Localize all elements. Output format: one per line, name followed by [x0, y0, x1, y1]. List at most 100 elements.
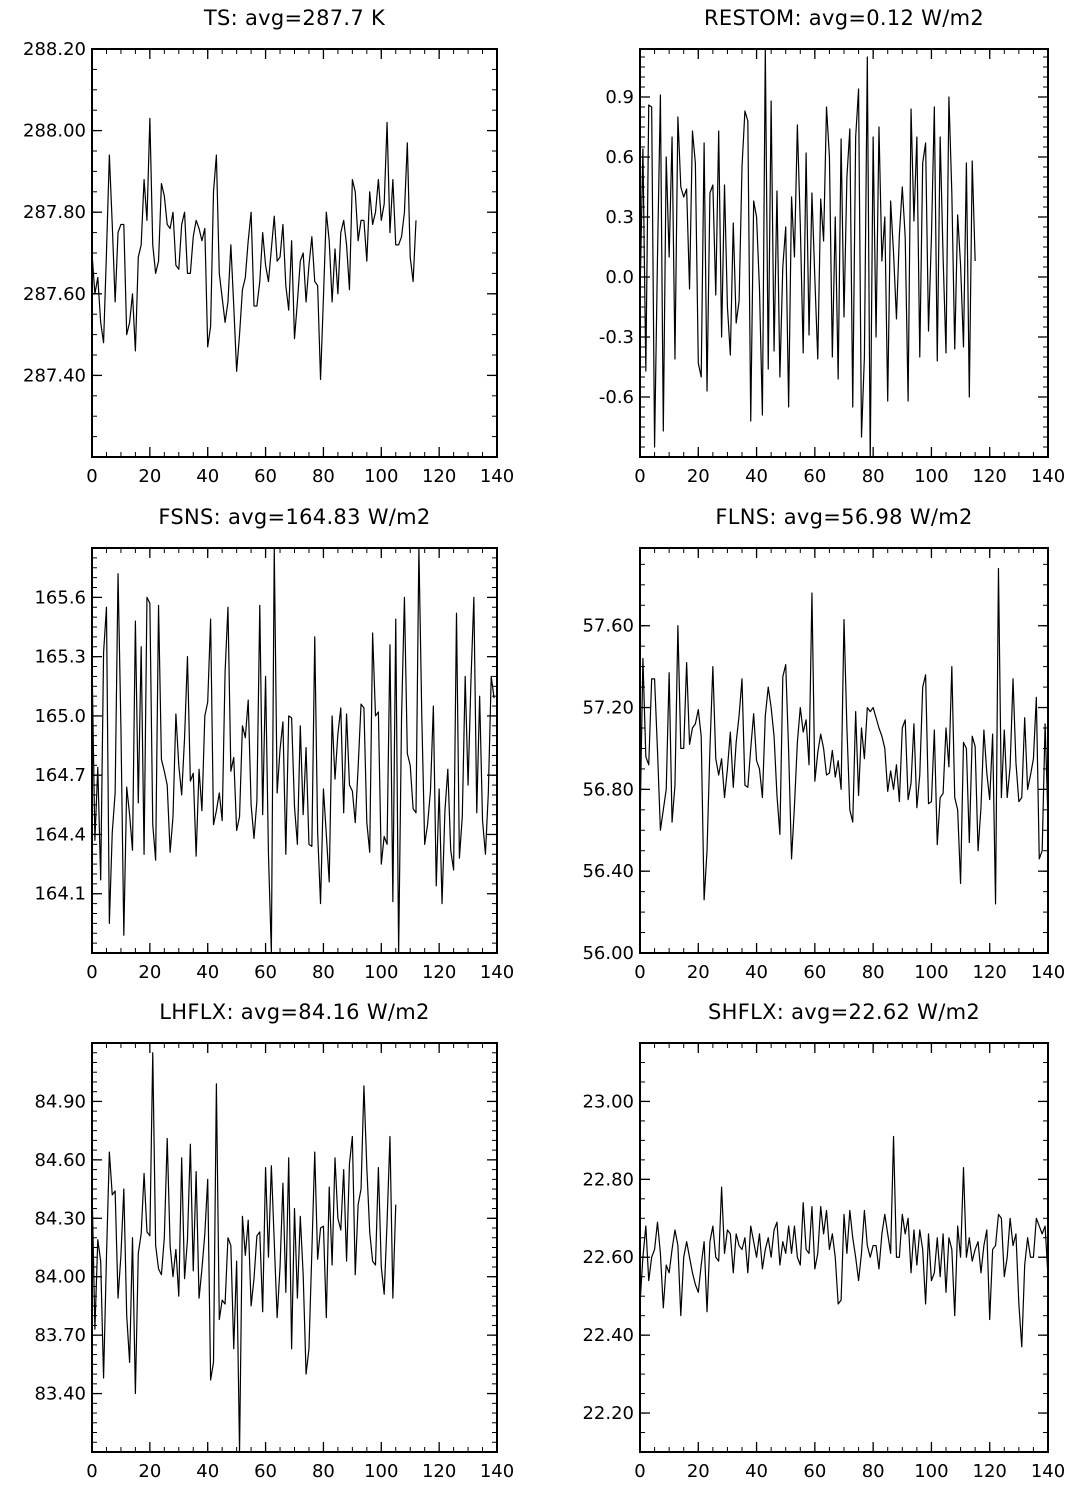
- x-tick-label: 100: [914, 1461, 948, 1482]
- x-tick-label: 0: [86, 962, 97, 983]
- x-tick-label: 20: [138, 1461, 161, 1482]
- x-tick-label: 40: [196, 962, 219, 983]
- plot-frame: [639, 547, 1049, 954]
- y-tick-label: 0.3: [605, 207, 634, 228]
- chart-title: RESTOM: avg=0.12 W/m2: [704, 6, 984, 30]
- plot-frame: [639, 48, 1049, 458]
- series-line: [92, 1052, 397, 1452]
- y-tick-label: 22.20: [582, 1403, 634, 1424]
- chart-panel: TS: avg=287.7 K 0 20 40 60 80 100 120 140 287.40 2…: [23, 6, 514, 487]
- y-tick-label: 23.00: [582, 1091, 634, 1112]
- y-tick-label: 0.6: [605, 147, 634, 168]
- chart-title: SHFLX: avg=22.62 W/m2: [708, 1000, 980, 1024]
- series-line: [640, 49, 976, 457]
- y-tick-label: 164.7: [34, 765, 86, 786]
- x-tick-label: 60: [803, 1461, 826, 1482]
- series-line: [92, 117, 417, 381]
- x-tick-label: 20: [687, 466, 710, 487]
- x-tick-label: 100: [914, 962, 948, 983]
- y-tick-label: 164.4: [34, 824, 86, 845]
- x-tick-label: 100: [364, 1461, 398, 1482]
- chart-panel: SHFLX: avg=22.62 W/m2 0 20 40 60 80 100 120 140 2…: [582, 1000, 1065, 1482]
- chart-panel: FLNS: avg=56.98 W/m2 0 20 40 60 80 100 120 140 56…: [582, 505, 1065, 983]
- y-tick-label: 287.80: [23, 202, 86, 223]
- x-tick-label: 100: [364, 466, 398, 487]
- plot-frame: [91, 547, 498, 954]
- x-tick-label: 20: [138, 962, 161, 983]
- x-tick-label: 60: [803, 466, 826, 487]
- chart-title: FSNS: avg=164.83 W/m2: [158, 505, 430, 529]
- y-tick-label: 287.40: [23, 365, 86, 386]
- x-tick-label: 80: [862, 466, 885, 487]
- x-tick-label: 80: [862, 1461, 885, 1482]
- y-tick-label: 288.00: [23, 121, 86, 142]
- chart-title: LHFLX: avg=84.16 W/m2: [159, 1000, 429, 1024]
- y-tick-label: 84.00: [34, 1267, 86, 1288]
- y-tick-label: 84.90: [34, 1091, 86, 1112]
- x-tick-label: 80: [312, 962, 335, 983]
- y-tick-label: 0.9: [605, 87, 634, 108]
- plot-frame: [639, 1042, 1049, 1453]
- y-tick-label: 22.60: [582, 1247, 634, 1268]
- chart-panel: LHFLX: avg=84.16 W/m2 0 20 40 60 80 100 120 140 8…: [34, 1000, 514, 1482]
- x-tick-label: 60: [254, 962, 277, 983]
- y-tick-label: -0.6: [599, 387, 634, 408]
- y-tick-label: 84.60: [34, 1150, 86, 1171]
- y-tick-label: 165.3: [34, 647, 86, 668]
- x-tick-label: 140: [480, 1461, 514, 1482]
- y-tick-label: 57.60: [582, 616, 634, 637]
- x-tick-label: 120: [973, 466, 1007, 487]
- y-tick-label: 56.40: [582, 861, 634, 882]
- x-tick-label: 0: [634, 962, 645, 983]
- chart-title: FLNS: avg=56.98 W/m2: [715, 505, 972, 529]
- y-tick-label: 0.0: [605, 267, 634, 288]
- x-tick-label: 100: [914, 466, 948, 487]
- x-tick-label: 140: [1031, 1461, 1065, 1482]
- y-tick-label: 56.00: [582, 943, 634, 964]
- x-tick-label: 140: [480, 466, 514, 487]
- series-line: [92, 548, 495, 953]
- x-tick-label: 140: [1031, 962, 1065, 983]
- x-tick-label: 20: [687, 1461, 710, 1482]
- x-tick-label: 140: [1031, 466, 1065, 487]
- y-tick-label: 84.30: [34, 1208, 86, 1229]
- x-tick-label: 60: [803, 962, 826, 983]
- plot-frame: [91, 48, 498, 458]
- x-tick-label: 100: [364, 962, 398, 983]
- plot-frame: [91, 1042, 498, 1453]
- y-tick-label: 165.0: [34, 706, 86, 727]
- x-tick-label: 0: [86, 1461, 97, 1482]
- x-tick-label: 120: [422, 1461, 456, 1482]
- x-tick-label: 20: [687, 962, 710, 983]
- y-tick-label: 288.20: [23, 39, 86, 60]
- x-tick-label: 40: [745, 962, 768, 983]
- y-tick-label: -0.3: [599, 327, 634, 348]
- x-tick-label: 120: [422, 962, 456, 983]
- x-tick-label: 60: [254, 1461, 277, 1482]
- x-tick-label: 80: [862, 962, 885, 983]
- x-tick-label: 120: [973, 962, 1007, 983]
- y-tick-label: 164.1: [34, 884, 86, 905]
- x-tick-label: 120: [422, 466, 456, 487]
- x-tick-label: 40: [745, 466, 768, 487]
- y-tick-label: 22.80: [582, 1169, 634, 1190]
- y-tick-label: 83.40: [34, 1384, 86, 1405]
- x-tick-label: 0: [634, 466, 645, 487]
- x-tick-label: 140: [480, 962, 514, 983]
- x-tick-label: 40: [745, 1461, 768, 1482]
- x-tick-label: 80: [312, 466, 335, 487]
- chart-panel: RESTOM: avg=0.12 W/m2 0 20 40 60 80 100 120 140 -…: [599, 6, 1065, 487]
- y-tick-label: 83.70: [34, 1325, 86, 1346]
- y-tick-label: 287.60: [23, 284, 86, 305]
- series-line: [640, 567, 1048, 905]
- x-tick-label: 120: [973, 1461, 1007, 1482]
- x-tick-label: 80: [312, 1461, 335, 1482]
- x-tick-label: 0: [86, 466, 97, 487]
- y-tick-label: 56.80: [582, 779, 634, 800]
- x-tick-label: 40: [196, 466, 219, 487]
- chart-title: TS: avg=287.7 K: [203, 6, 386, 30]
- y-tick-label: 165.6: [34, 587, 86, 608]
- x-tick-label: 60: [254, 466, 277, 487]
- x-tick-label: 20: [138, 466, 161, 487]
- x-tick-label: 0: [634, 1461, 645, 1482]
